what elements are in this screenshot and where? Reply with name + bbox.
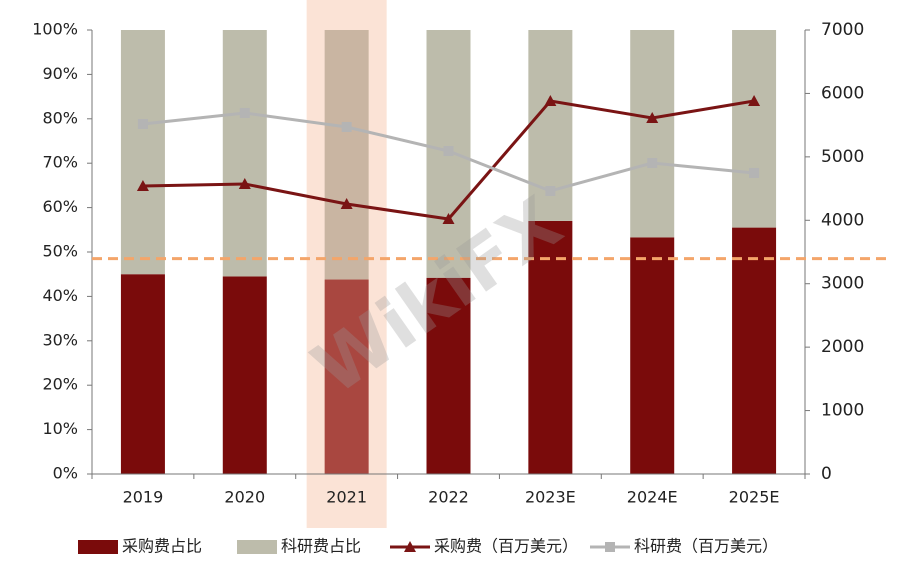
y-tick-label: 60% bbox=[42, 197, 78, 216]
bar bbox=[732, 227, 777, 474]
legend-swatch bbox=[237, 540, 277, 554]
legend-swatch bbox=[78, 540, 118, 554]
x-tick-label: 2021 bbox=[326, 488, 367, 507]
x-tick-label: 2020 bbox=[224, 488, 265, 507]
y2-tick-label: 6000 bbox=[821, 83, 864, 103]
x-tick-label: 2023E bbox=[525, 488, 576, 507]
bar bbox=[324, 30, 369, 280]
y2-tick-label: 4000 bbox=[821, 210, 864, 230]
y-tick-label: 70% bbox=[42, 153, 78, 172]
marker bbox=[544, 95, 557, 107]
y-tick-label: 30% bbox=[42, 330, 78, 349]
bar bbox=[222, 30, 267, 277]
marker bbox=[605, 542, 615, 552]
bar bbox=[732, 30, 777, 228]
y2-tick-label: 0 bbox=[821, 464, 832, 484]
x-tick-label: 2019 bbox=[123, 488, 164, 507]
y2-tick-label: 3000 bbox=[821, 274, 864, 294]
marker bbox=[238, 178, 251, 190]
marker bbox=[340, 197, 353, 209]
marker bbox=[442, 213, 455, 225]
y-tick-label: 0% bbox=[53, 464, 78, 483]
legend-label: 采购费占比 bbox=[122, 537, 202, 556]
marker bbox=[748, 95, 761, 107]
x-tick-label: 2024E bbox=[627, 488, 678, 507]
legend-label: 采购费（百万美元） bbox=[434, 537, 578, 556]
marker bbox=[749, 167, 760, 178]
y2-tick-label: 1000 bbox=[821, 401, 864, 421]
bar bbox=[630, 30, 675, 238]
bar bbox=[120, 30, 165, 275]
y-tick-label: 100% bbox=[32, 20, 78, 39]
marker bbox=[545, 185, 556, 196]
marker bbox=[341, 121, 352, 132]
bar bbox=[222, 276, 267, 474]
bar bbox=[528, 220, 573, 474]
y-tick-label: 20% bbox=[42, 375, 78, 394]
y-tick-label: 90% bbox=[42, 64, 78, 83]
x-tick-label: 2022 bbox=[428, 488, 469, 507]
marker bbox=[137, 119, 148, 130]
legend-label: 科研费（百万美元） bbox=[634, 537, 778, 556]
marker bbox=[646, 111, 659, 123]
y2-tick-label: 2000 bbox=[821, 337, 864, 357]
y-tick-label: 50% bbox=[42, 242, 78, 261]
y-tick-label: 40% bbox=[42, 286, 78, 305]
marker bbox=[136, 180, 149, 192]
legend-label: 科研费占比 bbox=[281, 537, 361, 556]
bar bbox=[120, 274, 165, 474]
bar bbox=[630, 237, 675, 474]
marker bbox=[239, 107, 250, 118]
bar bbox=[426, 277, 471, 474]
y2-tick-label: 7000 bbox=[821, 20, 864, 40]
y-tick-label: 80% bbox=[42, 108, 78, 127]
marker bbox=[443, 146, 454, 157]
bar bbox=[324, 279, 369, 474]
marker bbox=[647, 158, 658, 169]
y-tick-label: 10% bbox=[42, 419, 78, 438]
x-tick-label: 2025E bbox=[729, 488, 780, 507]
marker bbox=[404, 541, 416, 552]
y2-tick-label: 5000 bbox=[821, 147, 864, 167]
